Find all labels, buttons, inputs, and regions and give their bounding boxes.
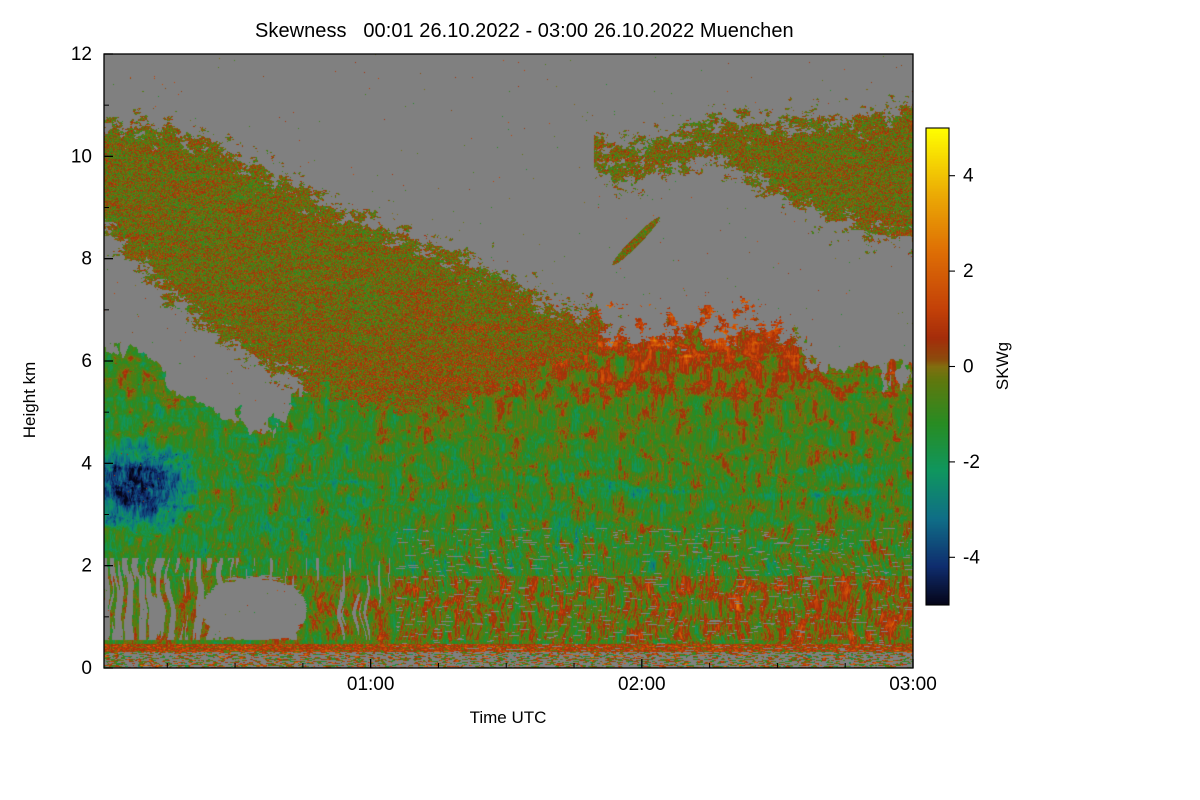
svg-text:4: 4 [81, 453, 92, 474]
svg-text:0: 0 [963, 357, 974, 378]
svg-text:10: 10 [71, 146, 92, 167]
svg-text:8: 8 [81, 249, 92, 270]
svg-text:-2: -2 [963, 452, 980, 473]
svg-text:2: 2 [963, 261, 974, 282]
svg-text:03:00: 03:00 [889, 674, 937, 695]
svg-text:4: 4 [963, 166, 974, 187]
svg-text:02:00: 02:00 [618, 674, 666, 695]
svg-text:12: 12 [71, 44, 92, 65]
svg-text:2: 2 [81, 556, 92, 577]
svg-text:0: 0 [81, 658, 92, 679]
svg-text:-4: -4 [963, 547, 980, 568]
svg-text:01:00: 01:00 [347, 674, 395, 695]
svg-text:6: 6 [81, 351, 92, 372]
